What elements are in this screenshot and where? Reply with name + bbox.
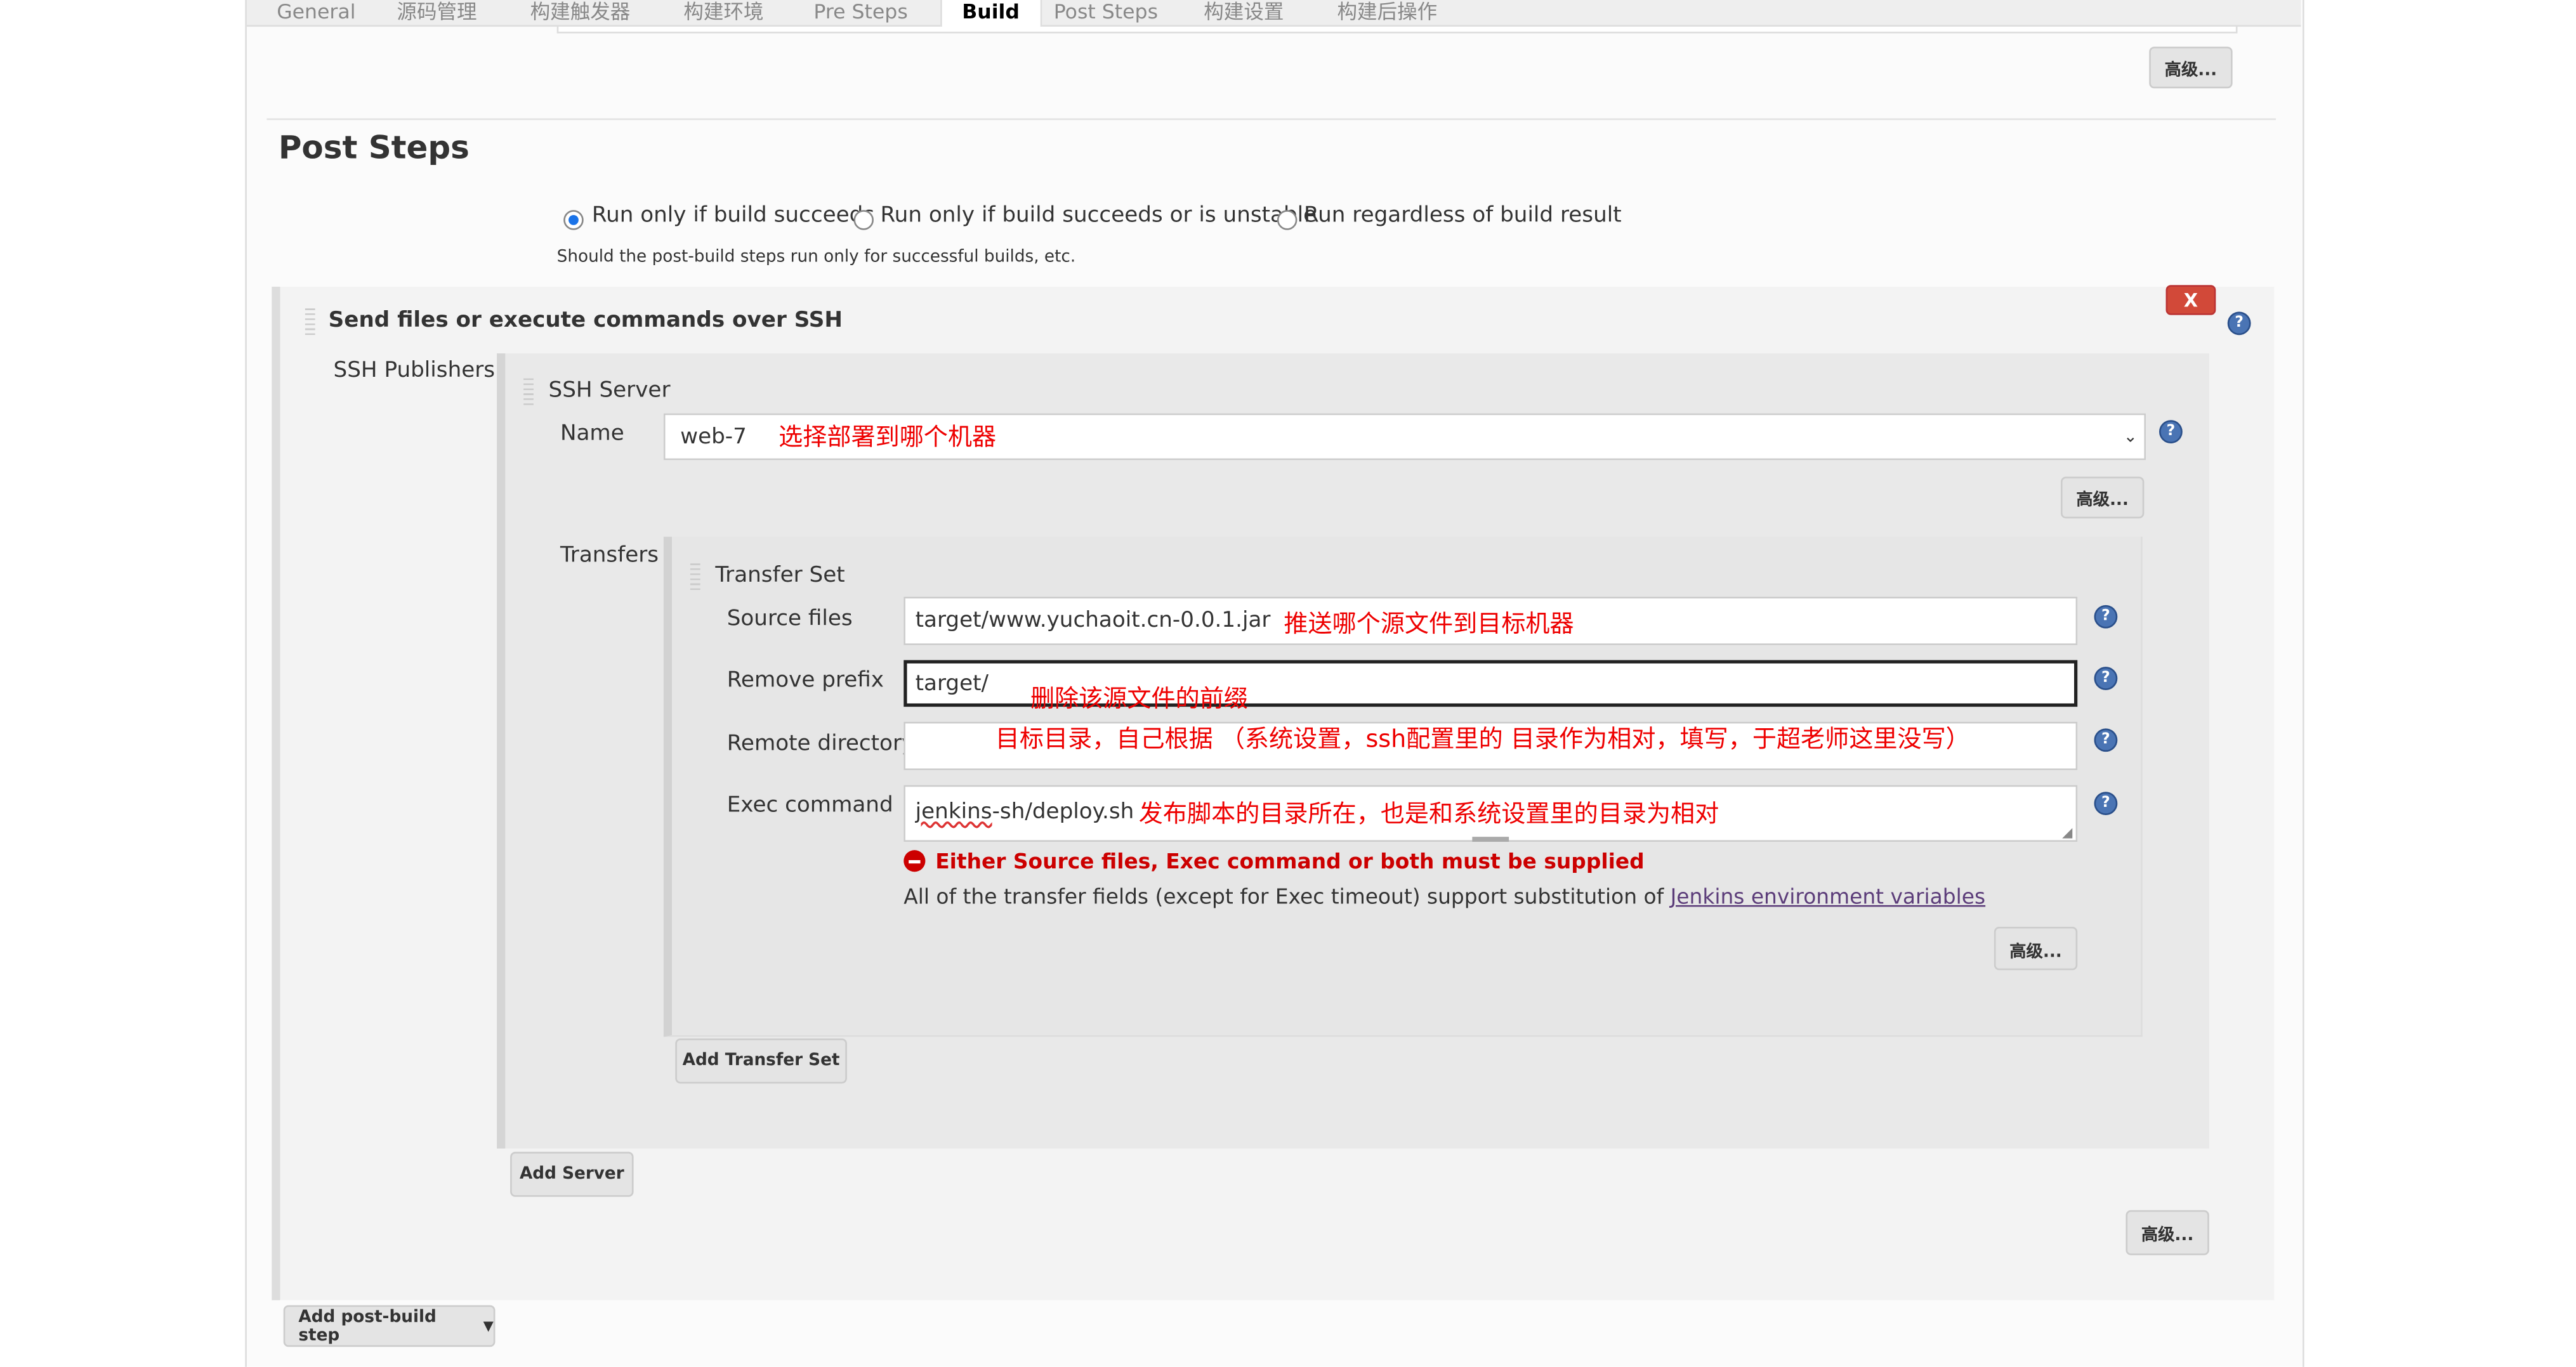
build-section-bottom: [556, 27, 2238, 34]
input-value: target/www.yuchaoit.cn-0.0.1.jar: [915, 608, 1271, 634]
radio-label: Run regardless of build result: [1303, 203, 1622, 229]
remote-annotation: 目标目录，自己根据 （系统设置，ssh配置里的 目录作为相对，填写，于超老师这里…: [995, 726, 1970, 754]
step-title: Send files or execute commands over SSH: [328, 308, 843, 334]
divider: [266, 118, 2276, 121]
transfers-label: Transfers: [560, 543, 659, 569]
validation-error: Either Source files, Exec command or bot…: [935, 848, 1645, 873]
drag-handle-icon[interactable]: [523, 378, 534, 405]
tab-pre-steps[interactable]: Pre Steps: [813, 0, 908, 23]
radio-unstable[interactable]: [853, 210, 874, 230]
transfer-advanced-button[interactable]: 高级...: [1994, 927, 2078, 971]
info-text: All of the transfer fields (except for E…: [904, 884, 1985, 908]
source-files-input[interactable]: target/www.yuchaoit.cn-0.0.1.jar: [904, 596, 2078, 645]
tab-triggers[interactable]: 构建触发器: [530, 0, 631, 23]
step-advanced-button[interactable]: 高级...: [2126, 1210, 2209, 1255]
prefix-annotation: 删除该源文件的前缀: [1030, 686, 1248, 714]
select-value: web-7: [680, 424, 747, 450]
help-icon[interactable]: ?: [2094, 792, 2118, 815]
remove-prefix-input[interactable]: target/: [904, 660, 2078, 707]
server-advanced-button[interactable]: 高级...: [2060, 476, 2145, 519]
source-files-label: Source files: [726, 606, 853, 632]
input-value: jenkins: [915, 800, 992, 825]
radio-succeeds[interactable]: [563, 210, 584, 230]
textarea-grip[interactable]: [1472, 837, 1509, 842]
tab-general[interactable]: General: [277, 0, 356, 23]
button-label: Add post-build step: [298, 1307, 437, 1345]
tab-post-steps[interactable]: Post Steps: [1053, 0, 1159, 23]
radio-label: Run only if build succeeds or is unstabl…: [880, 203, 1317, 229]
delete-step-button[interactable]: X: [2165, 285, 2216, 315]
caret-down-icon: ▼: [483, 1318, 494, 1334]
input-value: target/: [915, 670, 989, 697]
help-icon[interactable]: ?: [2094, 605, 2118, 629]
drag-handle-icon[interactable]: [305, 308, 315, 336]
info-text-body: All of the transfer fields (except for E…: [904, 883, 1671, 909]
help-icon[interactable]: ?: [2159, 420, 2183, 443]
tab-build[interactable]: Build: [940, 0, 1042, 27]
publishers-label: SSH Publishers: [333, 358, 496, 384]
tab-post-build[interactable]: 构建后操作: [1337, 0, 1438, 23]
chevron-down-icon: ⌄: [2123, 428, 2138, 446]
transfer-set-title: Transfer Set: [715, 563, 845, 589]
remote-directory-input[interactable]: [904, 721, 2078, 771]
exec-command-textarea[interactable]: jenkins -sh/deploy.sh ◢: [904, 785, 2078, 842]
error-icon: [904, 850, 926, 872]
drag-handle-icon[interactable]: [690, 563, 700, 591]
add-transfer-set-button[interactable]: Add Transfer Set: [675, 1038, 847, 1084]
help-icon[interactable]: ?: [2227, 311, 2251, 336]
tab-bar: General 源码管理 构建触发器 构建环境 Pre Steps Build …: [246, 0, 2301, 27]
tab-scm[interactable]: 源码管理: [397, 0, 477, 23]
input-value: -sh/deploy.sh: [992, 800, 1134, 825]
post-steps-help: Should the post-build steps run only for…: [556, 248, 1076, 267]
help-icon[interactable]: ?: [2094, 667, 2118, 690]
remove-prefix-label: Remove prefix: [726, 668, 884, 694]
env-vars-link[interactable]: Jenkins environment variables: [1670, 883, 1986, 909]
add-server-button[interactable]: Add Server: [510, 1151, 634, 1197]
remote-directory-label: Remote directory: [726, 731, 915, 757]
source-annotation: 推送哪个源文件到目标机器: [1284, 612, 1574, 639]
tab-build-settings[interactable]: 构建设置: [1204, 0, 1284, 23]
help-icon[interactable]: ?: [2094, 728, 2118, 752]
server-title: SSH Server: [548, 378, 671, 403]
resize-handle-icon[interactable]: ◢: [2062, 825, 2073, 840]
add-post-build-step-button[interactable]: Add post-build step ▼: [283, 1305, 496, 1347]
exec-annotation: 发布脚本的目录所在，也是和系统设置里的目录为相对: [1138, 801, 1719, 829]
exec-command-label: Exec command: [726, 793, 893, 819]
radio-regardless[interactable]: [1277, 210, 1298, 230]
section-title: Post Steps: [278, 129, 470, 167]
name-label: Name: [560, 421, 624, 447]
server-name-select[interactable]: web-7 ⌄: [663, 413, 2146, 461]
tab-environment[interactable]: 构建环境: [683, 0, 764, 23]
radio-label: Run only if build succeeds: [591, 203, 875, 229]
name-annotation: 选择部署到哪个机器: [779, 425, 997, 452]
advanced-button[interactable]: 高级...: [2149, 46, 2233, 89]
